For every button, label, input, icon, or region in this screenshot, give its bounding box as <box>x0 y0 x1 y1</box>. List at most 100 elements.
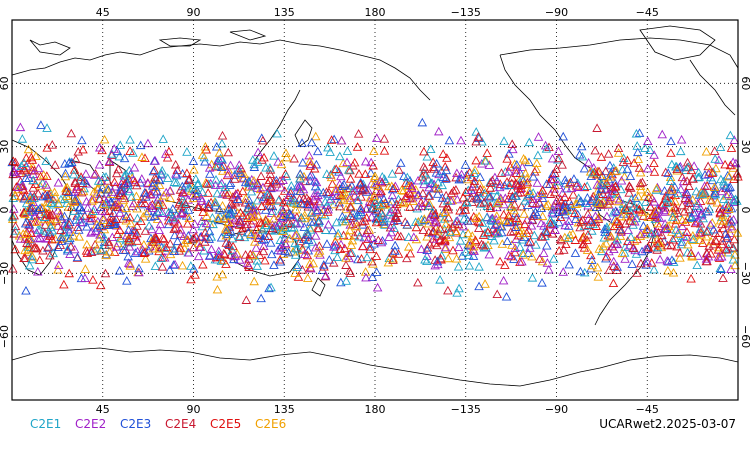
observation-marker <box>27 202 38 212</box>
lat-tick-label-left: 0 <box>0 207 11 214</box>
observation-marker <box>531 199 541 208</box>
observation-marker <box>688 234 699 243</box>
observation-marker <box>33 163 44 173</box>
observation-marker <box>302 250 313 260</box>
observation-marker <box>284 233 295 243</box>
observation-marker <box>223 229 233 238</box>
observation-marker <box>354 169 364 178</box>
observation-marker <box>709 190 719 200</box>
observation-marker <box>688 174 698 183</box>
observation-marker <box>339 179 349 189</box>
observation-marker <box>64 219 74 229</box>
observation-marker <box>305 161 315 170</box>
observation-marker <box>484 249 495 259</box>
observation-marker <box>720 159 730 169</box>
observation-marker <box>651 208 661 218</box>
observation-marker <box>330 240 341 250</box>
observation-marker <box>140 254 151 263</box>
legend-item-c2e4: C2E4 <box>165 417 197 431</box>
observation-marker <box>145 201 156 210</box>
observation-marker <box>603 149 614 158</box>
observation-marker <box>151 234 161 243</box>
observation-marker <box>684 204 695 214</box>
observation-marker <box>629 158 639 167</box>
observation-marker <box>542 240 552 250</box>
observation-marker <box>328 258 339 267</box>
observation-marker <box>320 225 331 234</box>
observation-marker <box>15 234 26 243</box>
observation-marker <box>723 189 734 199</box>
observation-marker <box>463 228 473 238</box>
observation-marker <box>525 243 535 252</box>
observation-marker <box>649 158 659 168</box>
observation-marker <box>100 268 111 278</box>
observation-marker <box>178 203 189 213</box>
observation-marker <box>193 251 204 261</box>
observation-marker <box>299 222 310 231</box>
observation-marker <box>625 198 636 208</box>
observation-marker <box>393 249 404 258</box>
observation-marker <box>649 150 659 159</box>
observation-marker <box>345 225 355 235</box>
observation-marker <box>79 176 90 185</box>
observation-marker <box>256 293 266 303</box>
observation-marker <box>32 217 42 226</box>
observation-marker <box>324 195 335 205</box>
observation-marker <box>244 195 254 204</box>
lon-tick-label-bottom: 180 <box>365 403 386 416</box>
observation-marker <box>274 217 284 227</box>
observation-marker <box>409 232 419 241</box>
observation-marker <box>157 261 168 271</box>
observation-marker <box>182 147 192 156</box>
observation-marker <box>513 181 524 190</box>
observation-marker <box>732 196 742 205</box>
observation-marker <box>92 222 103 232</box>
observation-marker <box>16 161 27 170</box>
observation-marker <box>366 212 377 221</box>
observation-marker <box>558 267 568 276</box>
observation-marker <box>478 240 489 250</box>
observation-marker <box>730 260 740 270</box>
observation-marker <box>478 230 489 239</box>
observation-marker <box>194 202 204 211</box>
observation-marker <box>507 193 518 202</box>
observation-marker <box>483 191 494 200</box>
observation-marker <box>312 146 323 156</box>
observation-marker <box>701 254 712 263</box>
observation-marker <box>109 247 120 256</box>
observation-marker <box>676 134 687 144</box>
observation-marker <box>15 122 26 132</box>
observation-marker <box>471 127 481 136</box>
observation-marker <box>617 248 628 258</box>
observation-marker <box>579 239 589 248</box>
observation-marker <box>647 234 658 243</box>
observation-marker <box>144 245 154 255</box>
observation-marker <box>158 134 168 143</box>
observation-marker <box>336 277 346 287</box>
observation-marker <box>278 197 289 207</box>
observation-marker <box>17 134 28 143</box>
observation-marker <box>527 198 538 207</box>
observation-marker <box>171 222 181 232</box>
observation-marker <box>159 243 169 252</box>
observation-marker <box>263 231 274 240</box>
observation-marker <box>428 234 439 243</box>
observation-marker <box>179 198 190 207</box>
observation-marker <box>499 199 509 209</box>
observation-marker <box>297 138 307 147</box>
lon-tick-label-top: 135 <box>274 6 295 19</box>
observation-marker <box>667 185 677 194</box>
observation-marker <box>437 193 448 202</box>
observation-marker <box>466 172 477 182</box>
observation-marker <box>444 135 455 145</box>
observation-marker <box>474 262 484 271</box>
observation-marker <box>544 264 554 274</box>
observation-marker <box>700 170 710 179</box>
observation-marker <box>182 168 192 178</box>
observation-marker <box>96 202 106 212</box>
observation-marker <box>116 185 127 195</box>
observation-marker <box>629 201 639 211</box>
observation-marker <box>56 214 67 223</box>
observation-marker <box>214 205 225 214</box>
